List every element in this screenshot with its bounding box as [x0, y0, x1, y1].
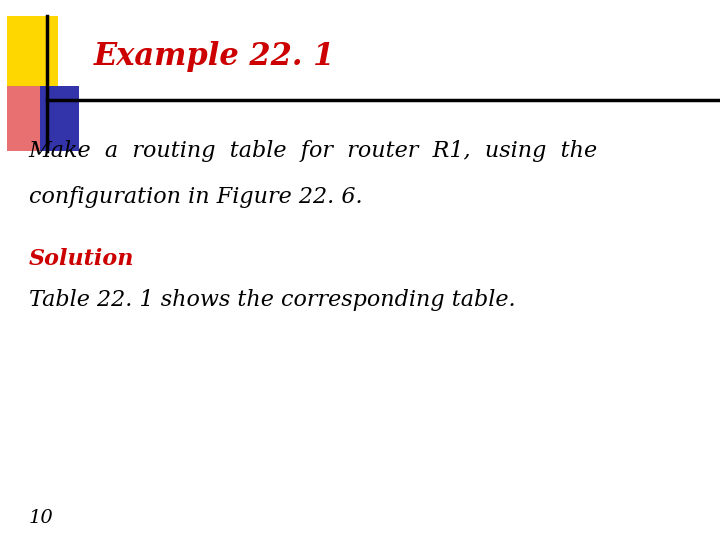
Bar [7, 16, 58, 86]
Text: Make  a  routing  table  for  router  R1,  using  the: Make a routing table for router R1, usin… [29, 140, 598, 162]
Text: Solution: Solution [29, 248, 134, 270]
Text: configuration in Figure 22. 6.: configuration in Figure 22. 6. [29, 186, 362, 208]
Text: Example 22. 1: Example 22. 1 [94, 41, 335, 72]
Text: Table 22. 1 shows the corresponding table.: Table 22. 1 shows the corresponding tabl… [29, 289, 516, 310]
Bar [7, 86, 47, 151]
Bar [40, 86, 79, 151]
Text: 10: 10 [29, 509, 53, 528]
